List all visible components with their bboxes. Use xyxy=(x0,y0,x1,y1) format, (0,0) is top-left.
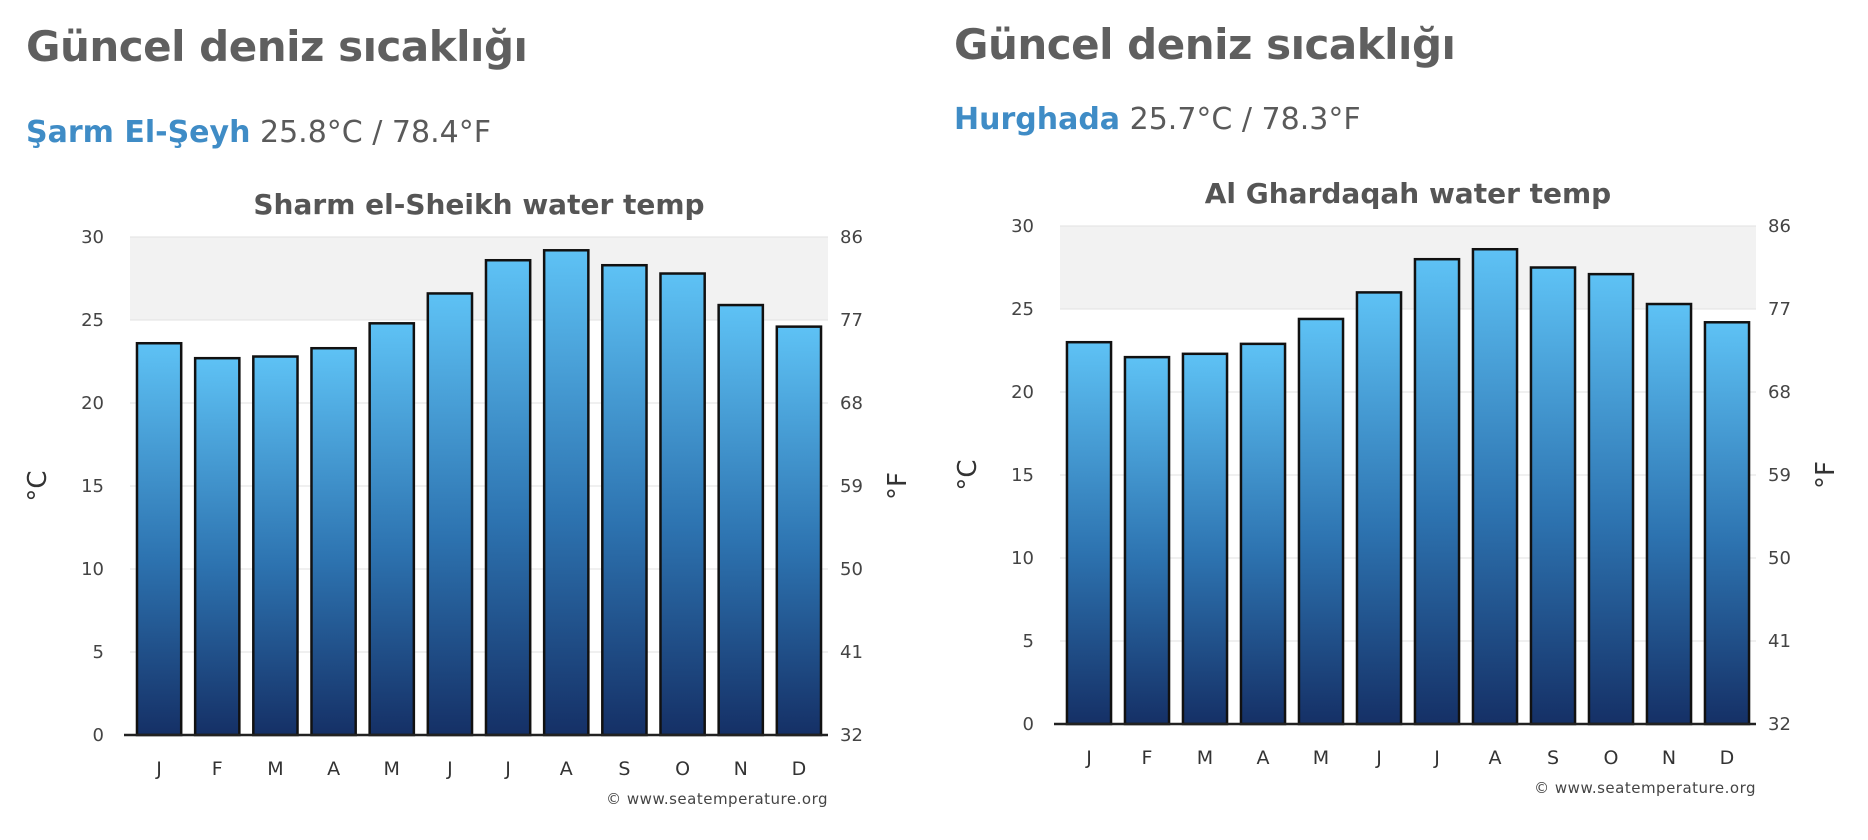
y-tick-label-right: 32 xyxy=(840,725,863,746)
y-tick-label-right: 77 xyxy=(1768,299,1791,320)
x-tick-label: A xyxy=(560,758,573,780)
bar-9 xyxy=(1587,272,1635,726)
x-tick-label: O xyxy=(1604,747,1619,769)
city-name: Hurghada xyxy=(954,102,1121,137)
highlight-band xyxy=(1060,226,1756,309)
bar-11 xyxy=(1703,321,1751,726)
y-tick-label-left: 0 xyxy=(1023,714,1034,735)
y-tick-label-left: 10 xyxy=(1011,548,1034,569)
x-tick-label: J xyxy=(446,758,453,780)
x-tick-label: M xyxy=(267,758,283,780)
bar-6 xyxy=(484,258,532,737)
bar-10 xyxy=(717,303,765,737)
chart-title: Al Ghardaqah water temp xyxy=(1205,177,1611,210)
bar-1 xyxy=(193,356,241,737)
y-tick-label-left: 10 xyxy=(81,559,104,580)
bar-3 xyxy=(310,346,357,737)
bar-0 xyxy=(1065,340,1113,726)
x-tick-label: J xyxy=(1433,747,1440,769)
y-tick-label-left: 25 xyxy=(81,310,104,331)
y-axis-label-right: °F xyxy=(883,472,913,500)
bar-5 xyxy=(1355,291,1403,726)
y-tick-label-left: 15 xyxy=(1011,465,1034,486)
y-tick-label-right: 59 xyxy=(1768,465,1791,486)
bar-2 xyxy=(1181,352,1229,726)
current-reading: Hurghada 25.7°C / 78.3°F xyxy=(954,102,1361,137)
source-credit: © www.seatemperature.org xyxy=(606,790,828,808)
bar-5 xyxy=(426,292,474,737)
y-tick-label-right: 86 xyxy=(1768,216,1791,237)
source-credit: © www.seatemperature.org xyxy=(1534,779,1756,797)
x-tick-label: A xyxy=(327,758,340,780)
x-tick-label: S xyxy=(618,758,630,780)
chart-hurghada: J F M A M J J A S O N D 0 32 5 41 10 50 15 59 20 68 25 77 30 86 Al… xyxy=(953,177,1841,797)
y-tick-label-left: 20 xyxy=(81,393,104,414)
y-tick-label-left: 30 xyxy=(1011,216,1034,237)
x-tick-label: A xyxy=(1257,747,1270,769)
bar-11 xyxy=(775,325,823,737)
chart-title: Sharm el-Sheikh water temp xyxy=(253,188,704,221)
x-tick-label: M xyxy=(384,758,400,780)
panel-hurghada: Güncel deniz sıcaklığı Hurghada 25.7°C /… xyxy=(934,0,1868,840)
y-tick-label-right: 59 xyxy=(840,476,863,497)
x-tick-label: D xyxy=(792,758,807,780)
bar-0 xyxy=(135,341,183,737)
y-tick-label-right: 77 xyxy=(840,310,863,331)
bar-7 xyxy=(1471,247,1519,726)
y-axis-label-left: °C xyxy=(953,459,983,490)
temperature-value: 25.8°C / 78.4°F xyxy=(260,115,491,150)
x-tick-label: O xyxy=(675,758,690,780)
y-tick-label-left: 20 xyxy=(1011,382,1034,403)
y-tick-label-left: 0 xyxy=(93,725,104,746)
bar-9 xyxy=(659,272,706,737)
x-tick-label: D xyxy=(1720,747,1735,769)
y-tick-label-left: 5 xyxy=(93,642,104,663)
x-tick-label: J xyxy=(1085,747,1092,769)
bar-6 xyxy=(1413,257,1461,726)
city-name: Şarm El-Şeyh xyxy=(26,115,251,150)
current-reading: Şarm El-Şeyh 25.8°C / 78.4°F xyxy=(26,115,491,150)
bar-8 xyxy=(601,263,648,737)
bar-3 xyxy=(1239,342,1287,726)
temperature-value: 25.7°C / 78.3°F xyxy=(1129,102,1361,137)
y-tick-label-right: 50 xyxy=(1768,548,1791,569)
x-tick-label: N xyxy=(734,758,748,780)
y-tick-label-left: 25 xyxy=(1011,299,1034,320)
bar-7 xyxy=(542,249,590,737)
x-tick-label: J xyxy=(504,758,511,780)
x-tick-label: S xyxy=(1547,747,1559,769)
x-tick-label: F xyxy=(1142,747,1153,769)
bar-4 xyxy=(368,322,416,737)
bar-8 xyxy=(1529,266,1577,726)
y-tick-label-left: 5 xyxy=(1023,631,1034,652)
y-tick-label-right: 50 xyxy=(840,559,863,580)
y-axis-label-right: °F xyxy=(1811,461,1841,489)
y-tick-label-left: 15 xyxy=(81,476,104,497)
y-tick-label-right: 68 xyxy=(1768,382,1791,403)
panel-sharm: Güncel deniz sıcaklığı Şarm El-Şeyh 25.8… xyxy=(23,22,913,808)
y-tick-label-right: 86 xyxy=(840,227,863,248)
y-tick-label-right: 32 xyxy=(1768,714,1791,735)
y-tick-label-right: 41 xyxy=(840,642,863,663)
page-heading: Güncel deniz sıcaklığı xyxy=(954,20,1456,69)
x-tick-label: J xyxy=(155,758,162,780)
x-tick-label: M xyxy=(1313,747,1329,769)
highlight-band xyxy=(130,237,828,320)
bar-1 xyxy=(1123,355,1171,726)
bar-4 xyxy=(1297,317,1345,726)
y-tick-label-right: 68 xyxy=(840,393,863,414)
y-tick-label-right: 41 xyxy=(1768,631,1791,652)
x-tick-label: N xyxy=(1662,747,1676,769)
y-tick-label-left: 30 xyxy=(81,227,104,248)
chart-sharm: J F M A M J J A S O N D 0 32 5 41 10 50 15 59 20 68 25 77 30 86 Sh… xyxy=(23,188,913,808)
bar-10 xyxy=(1645,302,1693,726)
page-heading: Güncel deniz sıcaklığı xyxy=(26,22,528,71)
x-tick-label: A xyxy=(1489,747,1502,769)
x-tick-label: M xyxy=(1197,747,1213,769)
x-tick-label: J xyxy=(1375,747,1382,769)
bar-2 xyxy=(252,355,299,737)
y-axis-label-left: °C xyxy=(23,470,53,501)
x-tick-label: F xyxy=(212,758,223,780)
